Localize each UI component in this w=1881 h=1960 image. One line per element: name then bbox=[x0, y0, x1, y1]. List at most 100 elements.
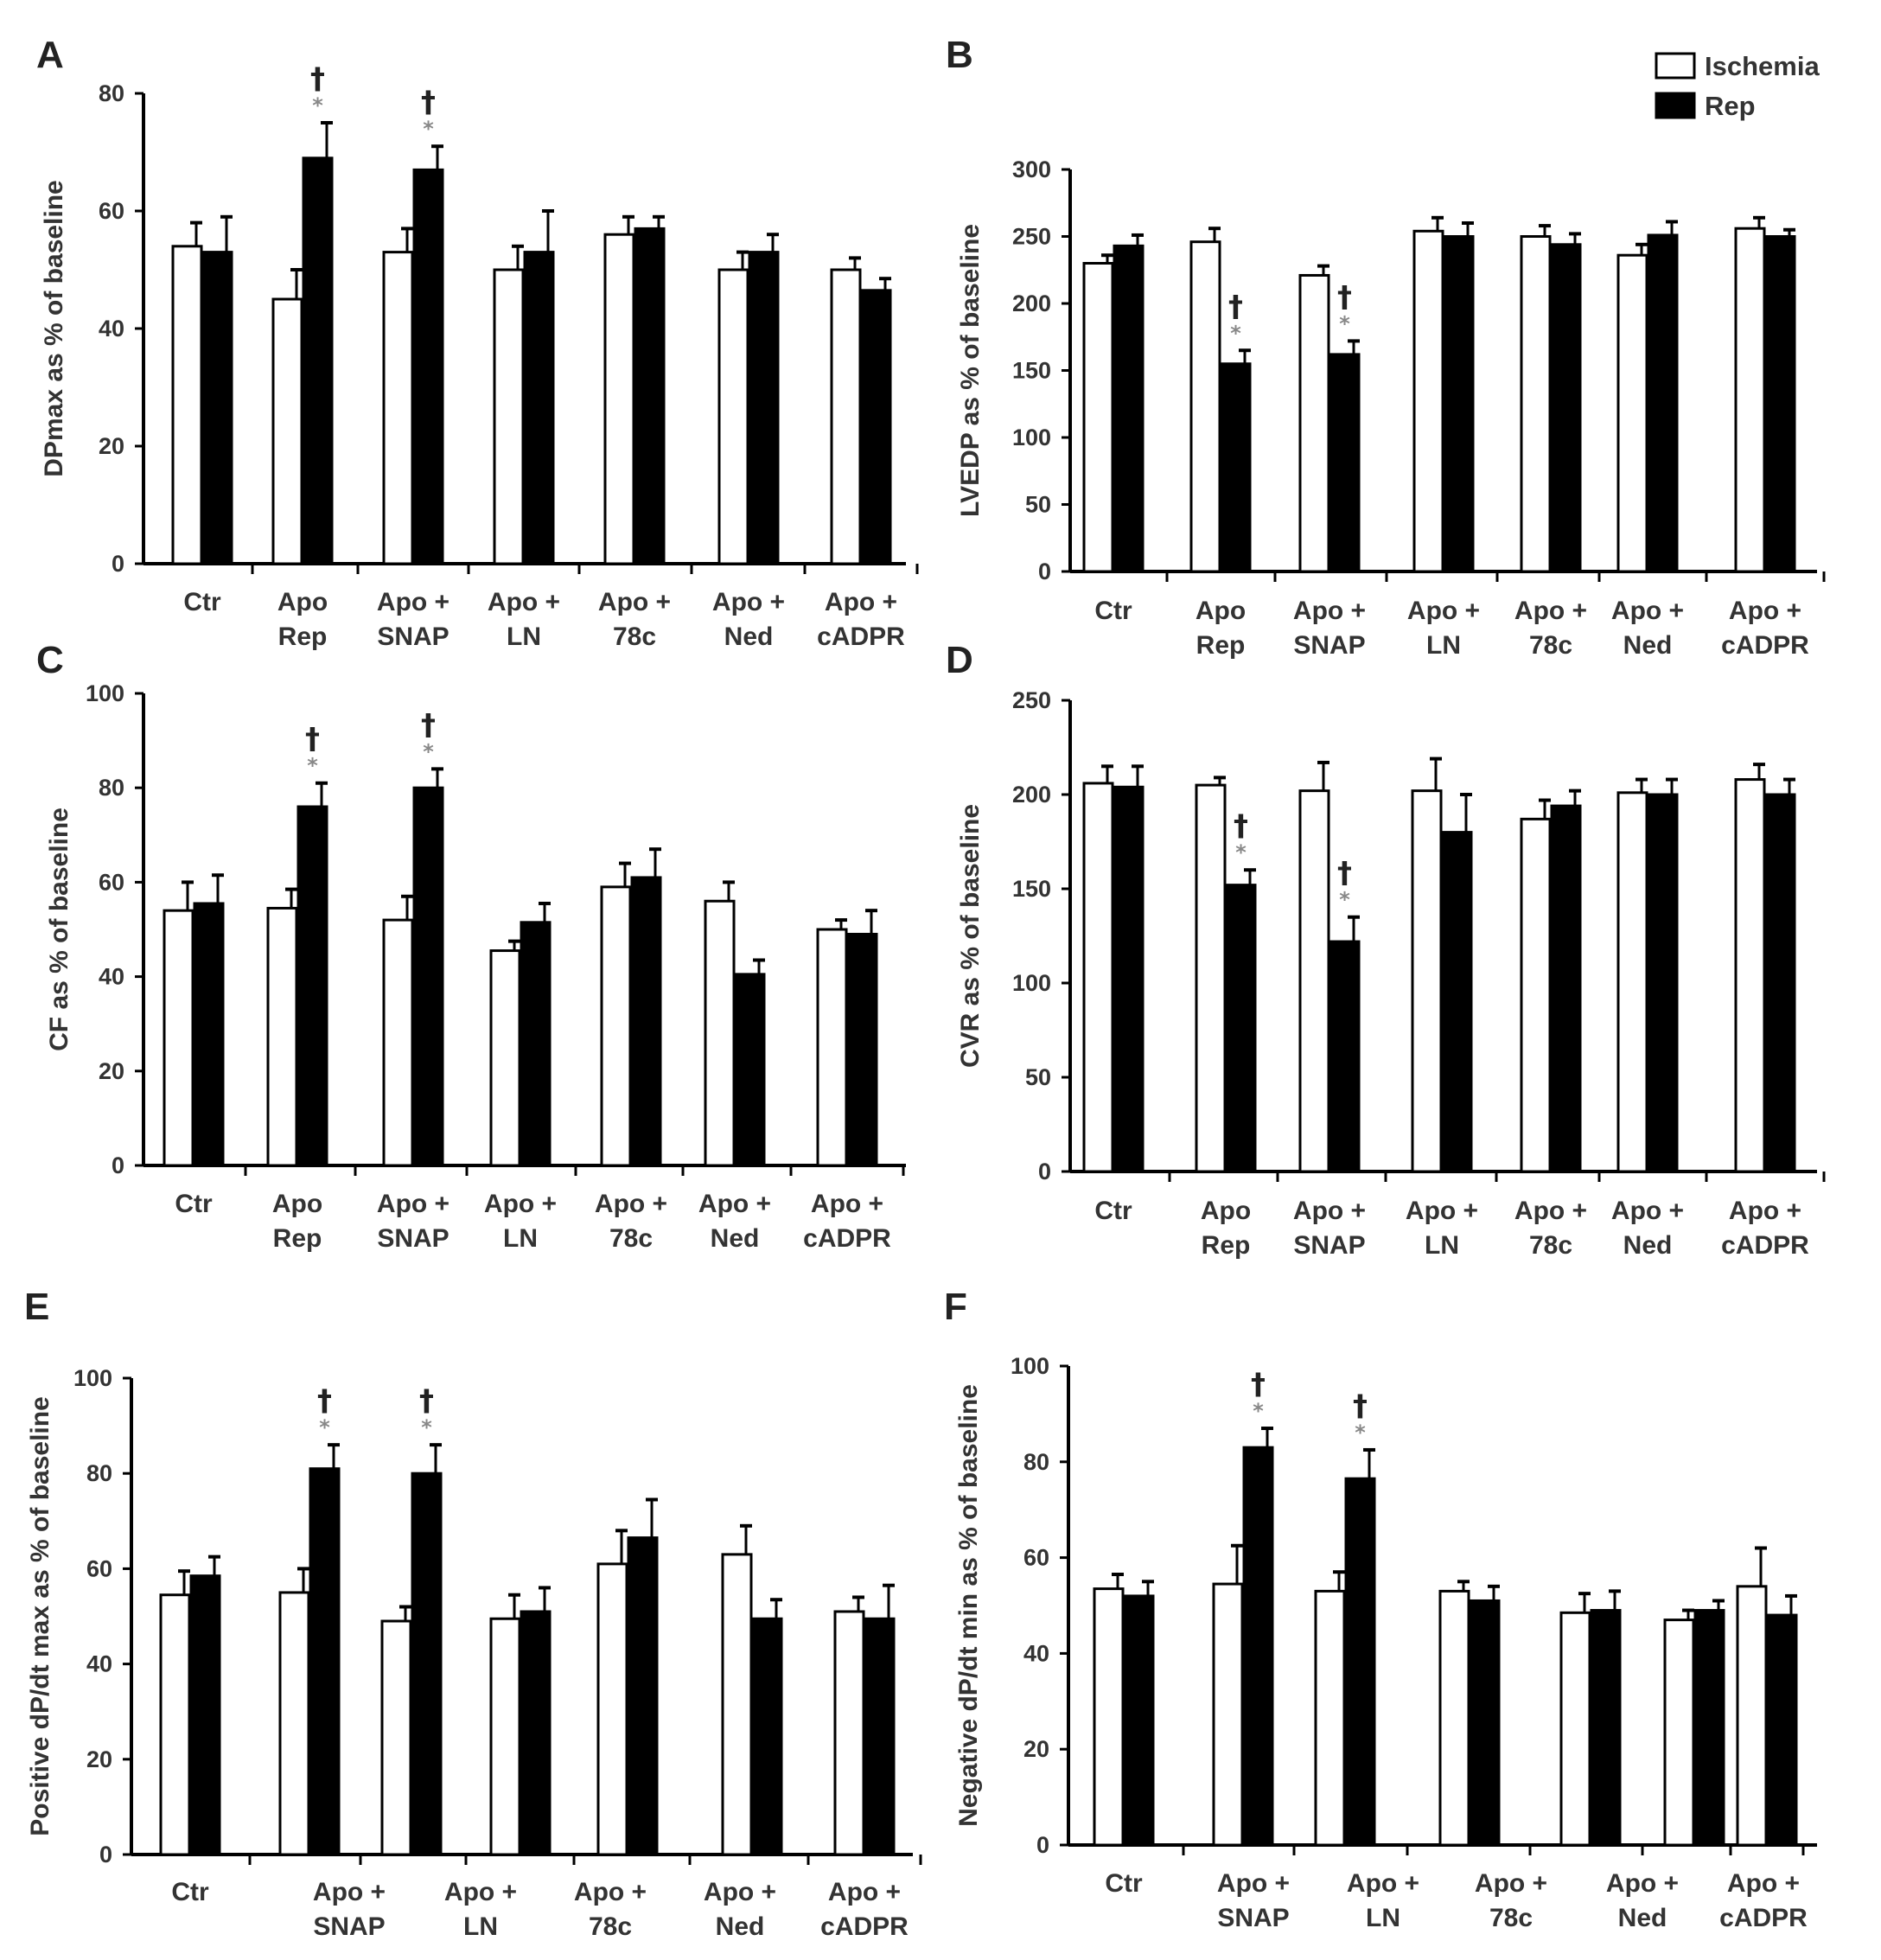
significance-star: * bbox=[319, 1415, 330, 1440]
legend-label-ischemia: Ischemia bbox=[1705, 51, 1820, 81]
y-tick-label: 60 bbox=[86, 1555, 112, 1581]
bar-ischemia bbox=[717, 268, 749, 565]
bar-rep bbox=[1242, 1446, 1274, 1847]
y-tick-label: 60 bbox=[99, 869, 124, 895]
panel-letter: D bbox=[946, 639, 973, 681]
y-tick-label: 100 bbox=[86, 680, 124, 706]
bar-ischemia bbox=[382, 918, 414, 1167]
y-tick-label: 0 bbox=[1038, 559, 1051, 584]
bar-ischemia bbox=[1411, 789, 1443, 1173]
x-category-label: Apo + cADPR bbox=[803, 1190, 891, 1253]
bar-rep bbox=[627, 1536, 659, 1856]
bar-rep bbox=[1329, 353, 1361, 573]
x-category-label: Apo + cADPR bbox=[1719, 1869, 1808, 1932]
bar-rep bbox=[1550, 804, 1582, 1173]
significance-star: * bbox=[1339, 311, 1350, 335]
x-category-label-line: Apo bbox=[1196, 597, 1246, 625]
x-category-label-line: Apo + bbox=[1347, 1869, 1419, 1898]
x-category-label-line: Ctr bbox=[171, 1878, 209, 1906]
bar-rep bbox=[634, 227, 666, 565]
bar-rep bbox=[630, 876, 662, 1167]
legend-swatch-ischemia bbox=[1655, 52, 1696, 80]
bar-ischemia bbox=[1212, 1582, 1244, 1847]
significance-star: * bbox=[421, 1415, 432, 1440]
bar-rep bbox=[1469, 1599, 1501, 1847]
significance-dagger: † bbox=[1353, 1389, 1368, 1423]
significance-star: * bbox=[307, 754, 318, 778]
bar-ischemia bbox=[1734, 778, 1766, 1173]
x-category-label: Apo + Ned bbox=[712, 588, 785, 651]
x-category-label-line: Apo + bbox=[444, 1878, 517, 1906]
significance-star: * bbox=[1339, 888, 1350, 912]
y-tick-label: 100 bbox=[1012, 425, 1051, 450]
bar-ischemia bbox=[1663, 1618, 1695, 1847]
panel-letter: E bbox=[24, 1286, 49, 1328]
x-category-label-line: Rep bbox=[1196, 631, 1246, 660]
y-tick-label: 0 bbox=[99, 1842, 112, 1867]
x-category-label-line: Ctr bbox=[1094, 1197, 1132, 1225]
x-category-label: Apo + SNAP bbox=[1293, 1197, 1366, 1260]
x-category-label: Apo + LN bbox=[488, 588, 560, 651]
bar-rep bbox=[520, 921, 552, 1167]
bar-ischemia bbox=[382, 251, 414, 565]
x-category-label: Apo + LN bbox=[444, 1878, 517, 1941]
bar-ischemia bbox=[1093, 1587, 1125, 1847]
x-category-label-line: Apo + bbox=[698, 1190, 771, 1218]
y-tick-label: 250 bbox=[1012, 687, 1051, 713]
x-category-label-line: Ned bbox=[724, 622, 774, 651]
y-tick-label: 20 bbox=[1023, 1736, 1049, 1762]
x-category-label: Ctr bbox=[1105, 1869, 1143, 1898]
x-category-label-line: 78c bbox=[589, 1912, 632, 1941]
x-category-label-line: Apo + bbox=[574, 1878, 647, 1906]
bar-rep bbox=[846, 932, 878, 1167]
y-tick-label: 100 bbox=[1011, 1353, 1049, 1379]
y-tick-label: 0 bbox=[112, 1152, 124, 1178]
x-category-label: Apo + cADPR bbox=[820, 1878, 909, 1941]
bar-rep bbox=[1590, 1609, 1622, 1847]
x-category-label-line: Ctr bbox=[1094, 597, 1132, 625]
x-category-label: Apo + LN bbox=[1407, 597, 1480, 660]
significance-dagger: † bbox=[419, 1383, 434, 1418]
bar-ischemia bbox=[830, 268, 862, 565]
significance-dagger: † bbox=[1234, 808, 1248, 843]
x-category-label-line: Apo + bbox=[1606, 1869, 1679, 1898]
x-category-label-line: cADPR bbox=[1721, 631, 1809, 660]
x-category-label-line: Ned bbox=[1618, 1904, 1667, 1932]
x-category-label-line: LN bbox=[507, 622, 541, 651]
significance-dagger: † bbox=[421, 707, 436, 742]
y-tick-label: 20 bbox=[99, 433, 124, 459]
x-category-label-line: Ned bbox=[1623, 1231, 1673, 1260]
x-category-label-line: Apo bbox=[272, 1190, 322, 1218]
bar-ischemia bbox=[600, 885, 632, 1167]
bar-rep bbox=[1225, 884, 1257, 1173]
y-tick-label: 200 bbox=[1012, 290, 1051, 316]
bar-rep bbox=[860, 289, 892, 565]
x-category-label-line: SNAP bbox=[1293, 1231, 1365, 1260]
bar-ischemia bbox=[489, 1617, 521, 1856]
significance-dagger: † bbox=[1337, 856, 1352, 891]
x-category-label-line: Ned bbox=[716, 1912, 765, 1941]
bar-rep bbox=[1441, 831, 1473, 1173]
bar-ischemia bbox=[603, 233, 635, 565]
x-category-label: Apo + Ned bbox=[704, 1878, 776, 1941]
x-category-label-line: LN bbox=[1425, 1231, 1459, 1260]
x-category-label: Apo + LN bbox=[1406, 1197, 1478, 1260]
bar-ischemia bbox=[380, 1619, 412, 1856]
bar-rep bbox=[734, 973, 766, 1167]
bar-rep bbox=[193, 902, 225, 1167]
x-category-label-line: 78c bbox=[1529, 1231, 1572, 1260]
x-category-label-line: Apo + bbox=[1475, 1869, 1547, 1898]
significance-star: * bbox=[1230, 321, 1241, 345]
x-category-label: Apo + LN bbox=[1347, 1869, 1419, 1932]
bar-ischemia bbox=[704, 899, 736, 1167]
x-category-label-line: Ned bbox=[1623, 631, 1673, 660]
x-category-label: Apo + 78c bbox=[1514, 1197, 1587, 1260]
x-category-label: Apo Rep bbox=[272, 1190, 322, 1253]
x-category-label-line: 78c bbox=[613, 622, 656, 651]
x-category-label-line: SNAP bbox=[377, 622, 449, 651]
x-category-label-line: Ctr bbox=[183, 588, 221, 616]
y-tick-label: 60 bbox=[99, 198, 124, 224]
x-category-label-line: Apo + bbox=[377, 1190, 450, 1218]
